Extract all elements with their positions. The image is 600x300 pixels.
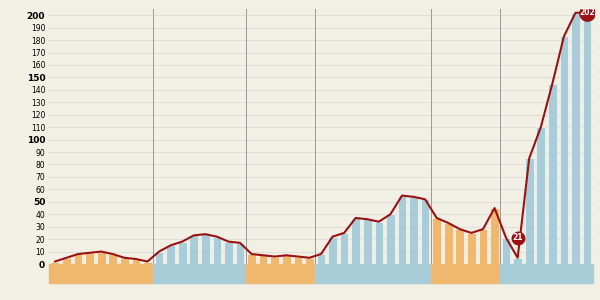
Bar bbox=[224, 242, 233, 264]
Bar bbox=[548, 84, 557, 264]
Bar bbox=[525, 158, 533, 264]
Bar bbox=[467, 233, 476, 264]
Bar bbox=[571, 13, 580, 264]
Bar bbox=[386, 214, 395, 264]
Bar bbox=[583, 13, 592, 264]
Bar bbox=[317, 254, 325, 264]
Bar bbox=[212, 237, 221, 264]
Bar bbox=[246, 264, 315, 283]
Bar bbox=[282, 255, 290, 264]
Bar bbox=[431, 264, 500, 283]
Bar bbox=[155, 252, 163, 264]
Bar bbox=[201, 234, 209, 264]
Bar bbox=[271, 256, 279, 264]
Bar bbox=[236, 243, 244, 264]
Bar bbox=[398, 196, 406, 264]
Bar bbox=[500, 264, 593, 283]
Bar bbox=[433, 218, 441, 264]
Bar bbox=[190, 236, 198, 264]
Bar bbox=[259, 255, 268, 264]
Bar bbox=[120, 258, 128, 264]
Bar bbox=[421, 199, 430, 264]
Bar bbox=[455, 229, 464, 264]
Bar bbox=[49, 264, 153, 283]
Bar bbox=[97, 252, 106, 264]
Bar bbox=[85, 253, 94, 264]
Bar bbox=[340, 233, 349, 264]
Text: 21: 21 bbox=[512, 233, 523, 242]
Text: 202: 202 bbox=[579, 8, 595, 17]
Bar bbox=[74, 254, 82, 264]
Bar bbox=[502, 238, 511, 264]
Bar bbox=[305, 258, 314, 264]
Bar bbox=[374, 222, 383, 264]
Bar bbox=[409, 197, 418, 264]
Bar bbox=[62, 258, 71, 264]
Bar bbox=[109, 254, 117, 264]
Bar bbox=[328, 237, 337, 264]
Bar bbox=[247, 254, 256, 264]
Bar bbox=[352, 218, 360, 264]
Bar bbox=[153, 264, 246, 283]
Bar bbox=[50, 262, 59, 264]
Bar bbox=[143, 262, 152, 264]
Bar bbox=[363, 219, 371, 264]
Bar bbox=[315, 264, 431, 283]
Bar bbox=[131, 259, 140, 264]
Bar bbox=[178, 242, 187, 264]
Bar bbox=[479, 229, 487, 264]
Bar bbox=[490, 208, 499, 264]
Bar bbox=[514, 258, 522, 264]
Bar bbox=[166, 245, 175, 264]
Bar bbox=[444, 223, 452, 264]
Bar bbox=[560, 36, 568, 264]
Bar bbox=[536, 127, 545, 264]
Bar bbox=[293, 256, 302, 264]
